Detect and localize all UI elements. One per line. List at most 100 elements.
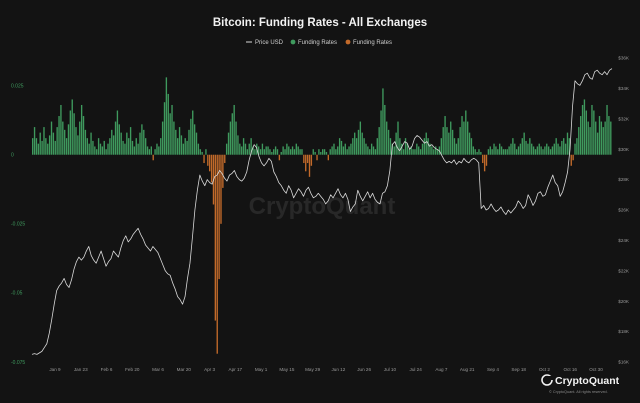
funding-bar-positive [201,151,203,155]
funding-bar-positive [107,143,109,155]
funding-bar-positive [500,146,503,155]
funding-bar-positive [515,149,518,155]
funding-bar-positive [314,151,316,155]
funding-bar-positive [538,143,540,155]
funding-bar-positive [512,138,514,155]
funding-bar-positive [436,149,439,155]
funding-bar-positive [169,113,171,155]
funding-bar-positive [295,143,297,155]
funding-bar-positive [64,129,66,155]
funding-bar-positive [467,121,469,155]
funding-bar-positive [527,143,529,155]
funding-bar-positive [167,93,169,155]
funding-bar-positive [301,149,303,155]
funding-bar-positive [250,138,252,155]
x-tick-label: Apr 3 [204,367,215,372]
funding-bar-positive [544,146,546,155]
funding-bar-positive [312,149,314,155]
funding-bar-positive [86,138,88,155]
funding-bar-positive [150,146,152,155]
funding-bar-positive [338,138,341,155]
funding-bar-positive [596,132,599,155]
funding-bar-positive [529,138,531,155]
funding-bar-positive [546,143,548,155]
funding-bar-positive [493,143,495,155]
y-right-tick-label: $34K [618,86,630,91]
funding-bar-positive [555,138,557,155]
funding-bar-positive [410,146,412,155]
legend-funding-negative-swatch [345,39,351,45]
funding-bar-positive [318,149,320,155]
funding-bar-positive [344,143,346,155]
legend-funding-positive-swatch [290,39,296,45]
funding-bar-positive [320,151,322,155]
funding-bar-positive [610,121,612,155]
funding-bar-positive [489,146,491,155]
x-tick-label: Oct 16 [563,367,577,372]
funding-bar-positive [355,138,358,155]
funding-bar-positive [574,143,576,155]
funding-bar-positive [265,146,267,155]
funding-bar-positive [71,99,73,155]
x-tick-label: Mar 20 [177,367,192,372]
legend: Price USD Funding Rates Funding Rates [246,39,392,46]
funding-bar-positive [299,149,301,155]
funding-bar-positive [237,135,239,155]
funding-bar-negative [207,154,209,166]
funding-bar-positive [581,104,584,155]
funding-bar-positive [497,149,499,155]
funding-bar-positive [333,143,335,155]
funding-bar-positive [182,143,185,155]
funding-bar-negative [218,154,220,280]
x-axis: Jan 9 Jan 23 Feb 6 Feb 20 Mar 6 Mar 20 Apr 3 Ap… [49,367,603,372]
legend-funding-negative-label[interactable]: Funding Rates [353,40,392,46]
y-left-tick-label: -0.025 [11,222,25,228]
funding-bar-positive [397,121,399,155]
funding-bar-positive [402,149,405,155]
funding-bar-positive [60,104,62,155]
funding-bar-positive [69,110,72,155]
funding-bar-positive [578,127,580,155]
funding-bar-positive [263,149,265,155]
funding-bar-positive [517,146,520,155]
funding-bar-positive [90,132,92,155]
funding-bar-negative [224,154,226,164]
legend-funding-positive-label[interactable]: Funding Rates [298,40,337,46]
funding-bar-positive [444,116,446,155]
funding-bar-positive [434,146,437,155]
funding-bar-negative [303,154,305,164]
funding-bar-positive [259,149,262,155]
funding-bar-positive [549,149,552,155]
funding-bar-positive [129,127,132,155]
funding-bar-positive [367,146,369,155]
funding-bar-positive [540,146,542,155]
funding-bar-positive [227,132,230,155]
funding-bar-positive [97,138,100,155]
funding-bar-positive [184,138,186,155]
funding-bar-positive [35,138,38,155]
funding-bar-positive [531,143,533,155]
funding-bar-positive [195,132,198,155]
y-right-tick-label: $18K [618,329,630,334]
x-tick-label: Apr 17 [229,367,243,372]
funding-bar-positive [568,138,571,155]
funding-bar-positive [470,138,473,155]
funding-bar-positive [525,140,527,155]
funding-bar-positive [50,121,53,155]
funding-bar-positive [56,127,58,155]
legend-price-label[interactable]: Price USD [255,40,284,46]
funding-bar-positive [519,143,522,155]
funding-bar-positive [146,146,149,155]
funding-bar-positive [551,146,554,155]
funding-bar-positive [559,146,561,155]
watermark: CryptoQuant [249,193,396,220]
funding-bar-positive [154,149,156,155]
y-left-tick-label: 0.025 [11,83,24,89]
funding-bar-positive [225,143,228,155]
funding-bar-positive [193,124,196,155]
funding-bar-positive [506,149,508,155]
funding-bar-positive [395,132,397,155]
funding-bar-positive [126,132,128,155]
funding-bar-positive [79,121,81,155]
funding-bar-positive [357,129,360,155]
